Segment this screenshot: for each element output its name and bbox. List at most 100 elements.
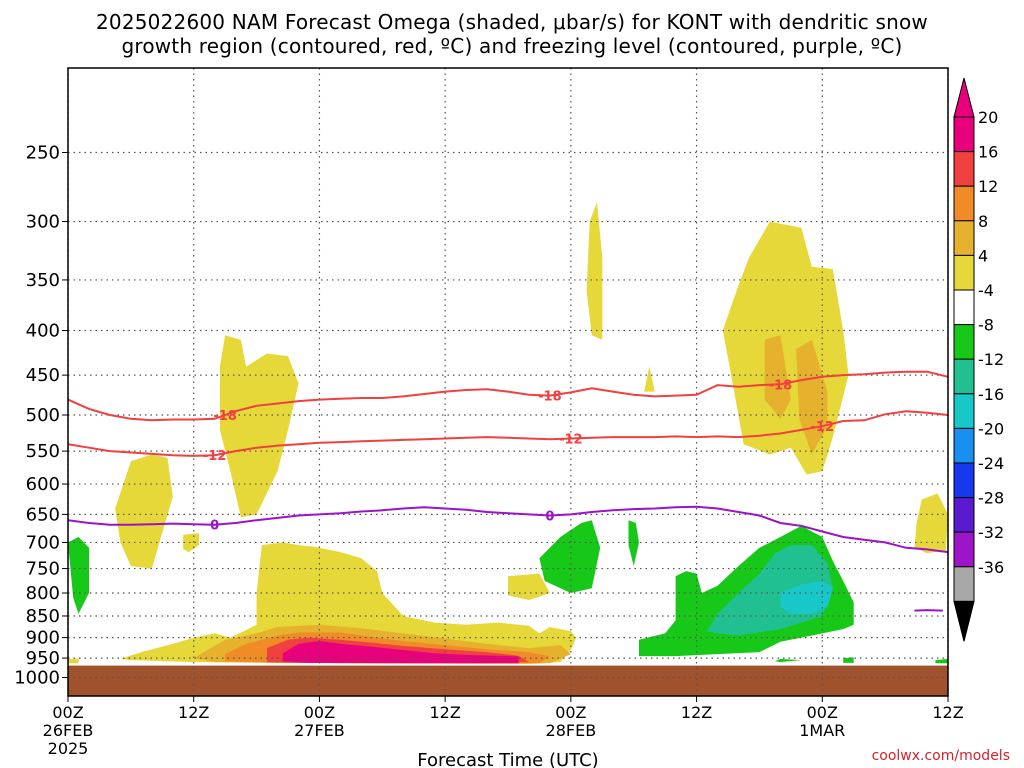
colorbar-swatch-5 — [953, 289, 975, 326]
omega-region-5 — [586, 202, 603, 340]
x-tick-label: 26FEB — [43, 721, 94, 740]
y-tick-label-300: 300 — [26, 212, 60, 233]
contour-label-1-1: -12 — [559, 433, 583, 448]
contour-2 — [68, 505, 948, 554]
contour-lines: -18 -18 -18 -12 -12 -12 0 0 — [68, 370, 948, 612]
contour-label-1-0: -12 — [203, 449, 227, 464]
colorbar-top-arrow — [953, 77, 975, 118]
y-tick-label-650: 650 — [26, 504, 60, 525]
omega-region-8 — [914, 493, 948, 554]
colorbar-swatch-0 — [953, 116, 975, 153]
x-tick-label: 00Z — [555, 703, 586, 722]
x-tick-label: 00Z — [304, 703, 335, 722]
colorbar-swatch-7 — [953, 358, 975, 395]
y-tick-label-500: 500 — [26, 405, 60, 426]
y-tick-label-350: 350 — [26, 270, 60, 291]
colorbar-label-7: -12 — [978, 350, 1004, 369]
colorbar-swatch-9 — [953, 427, 975, 464]
plot-frame — [67, 67, 949, 697]
y-tick-label-900: 900 — [26, 628, 60, 649]
x-axis-label: Forecast Time (UTC) — [417, 750, 598, 768]
omega-region-21 — [775, 658, 802, 663]
contour-label-1-2: -12 — [811, 420, 835, 435]
omega-region-2 — [183, 533, 199, 553]
omega-region-3 — [120, 542, 577, 664]
omega-region-17 — [628, 520, 639, 566]
colorbar-swatch-2 — [953, 185, 975, 222]
colorbar-label-8: -16 — [978, 385, 1004, 404]
colorbar-swatch-1 — [953, 151, 975, 187]
contour-label-2-0: 0 — [210, 519, 219, 534]
y-tick-label-250: 250 — [26, 143, 60, 164]
colorbar-swatch-3 — [953, 220, 975, 256]
colorbar-swatch-12 — [953, 531, 975, 568]
x-tick-label: 12Z — [429, 703, 460, 722]
shaded-regions — [68, 202, 948, 664]
y-tick-label-950: 950 — [26, 648, 60, 669]
source-credit[interactable]: coolwx.com/models — [871, 748, 1010, 764]
colorbar-swatch-10 — [953, 462, 975, 499]
contour-label-0-0: -18 — [213, 409, 237, 424]
colorbar-bottom-arrow — [953, 600, 975, 642]
y-tick-label-750: 750 — [26, 559, 60, 580]
title-line-1: 2025022600 NAM Forecast Omega (shaded, μ… — [95, 10, 928, 34]
omega-region-9 — [764, 335, 791, 419]
y-tick-label-600: 600 — [26, 474, 60, 495]
y-tick-label-450: 450 — [26, 365, 60, 386]
grid-lines — [67, 68, 949, 696]
colorbar-label-10: -24 — [978, 454, 1004, 473]
x-tick-label: 12Z — [178, 703, 209, 722]
colorbar-label-3: 8 — [978, 212, 988, 231]
y-axis-ticks: 2503003504004505005506006507007508008509… — [14, 143, 68, 689]
contour-0 — [68, 370, 948, 422]
omega-region-22 — [843, 657, 854, 663]
colorbar-swatch-11 — [953, 497, 975, 533]
colorbar-swatch-13 — [953, 566, 975, 602]
y-tick-label-400: 400 — [26, 321, 60, 342]
y-tick-label-800: 800 — [26, 583, 60, 604]
x-tick-label: 1MAR — [799, 721, 845, 740]
x-tick-label: 12Z — [932, 703, 963, 722]
colorbar-label-2: 12 — [978, 177, 998, 196]
contour-label-0-2: -18 — [769, 378, 793, 393]
y-tick-label-550: 550 — [26, 441, 60, 462]
omega-region-0 — [115, 454, 173, 569]
colorbar-label-0: 20 — [978, 108, 998, 127]
colorbar-label-6: -8 — [978, 316, 994, 335]
colorbar-label-1: 16 — [978, 143, 998, 162]
x-tick-label: 27FEB — [294, 721, 345, 740]
colorbar-label-12: -32 — [978, 523, 1004, 542]
ground-fill — [68, 665, 948, 696]
colorbar-swatch-6 — [953, 324, 975, 360]
x-tick-label: 00Z — [807, 703, 838, 722]
omega-region-16 — [539, 520, 601, 593]
y-tick-label-700: 700 — [26, 532, 60, 553]
contour-3 — [914, 609, 943, 612]
colorbar-swatch-4 — [953, 254, 975, 291]
contour-label-0-1: -18 — [538, 390, 562, 405]
omega-region-1 — [219, 335, 299, 518]
contour-1 — [68, 410, 948, 457]
plot-border — [67, 67, 949, 697]
colorbar: 20 16 12 8 4 -4 -8 -12 -16 -20 -24 -28 -32 -36 — [953, 77, 1004, 642]
omega-region-15 — [68, 537, 89, 614]
ground-layer — [68, 665, 948, 696]
title-line-2: growth region (contoured, red, ºC) and f… — [121, 34, 903, 58]
omega-region-4 — [508, 573, 550, 600]
colorbar-label-4: 4 — [978, 246, 988, 265]
y-tick-label-850: 850 — [26, 606, 60, 627]
colorbar-label-5: -4 — [978, 281, 994, 300]
omega-region-24 — [68, 658, 79, 664]
y-tick-label-1000: 1000 — [14, 668, 60, 689]
x-tick-label: 2025 — [48, 739, 89, 758]
x-tick-label: 00Z — [52, 703, 83, 722]
colorbar-label-11: -28 — [978, 489, 1004, 508]
omega-region-23 — [935, 658, 948, 664]
contour-label-2-1: 0 — [545, 510, 554, 525]
colorbar-swatch-8 — [953, 393, 975, 429]
x-tick-label: 28FEB — [546, 721, 597, 740]
x-tick-label: 12Z — [681, 703, 712, 722]
colorbar-label-9: -20 — [978, 419, 1004, 438]
